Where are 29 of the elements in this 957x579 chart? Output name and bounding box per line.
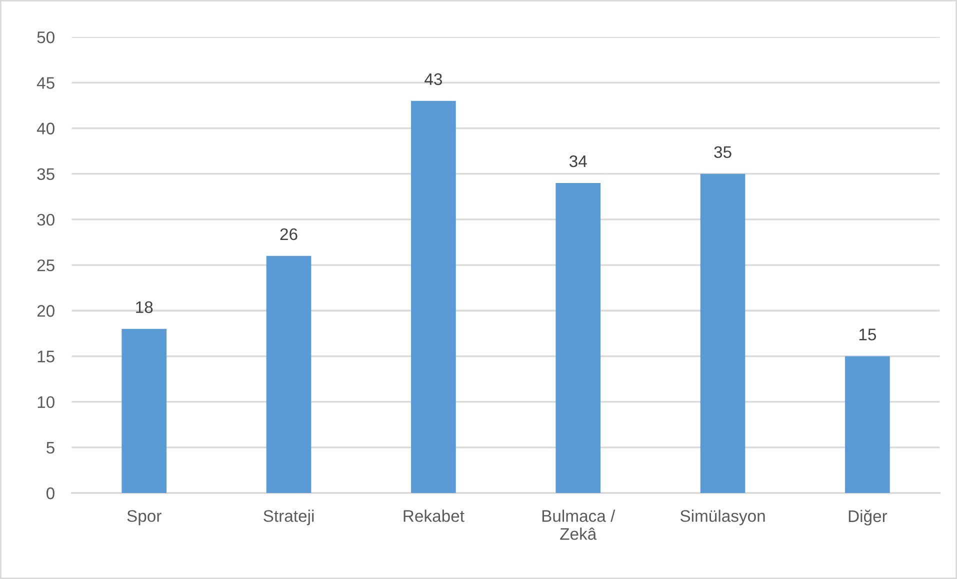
data-label: 35 [714,146,732,158]
bar [122,328,167,494]
y-tick-label: 0 [46,487,54,500]
y-tick-label: 20 [37,305,54,317]
bar [266,256,312,494]
y-tick-label: 15 [38,350,54,362]
x-tick-label: Spor [127,510,162,526]
y-tick-label: 30 [37,214,54,226]
x-tick-label: Strateji [264,510,314,526]
y-tick-label: 5 [46,442,54,454]
bar [700,174,746,494]
data-label: 15 [859,328,876,340]
y-tick-label: 40 [36,122,54,134]
data-label: 18 [136,301,153,314]
y-tick-label: 25 [37,259,54,272]
y-tick-label: 10 [38,396,54,408]
x-tick-label: Simülasyon [680,510,765,526]
data-label: 26 [280,228,298,240]
x-tick-label: Bulmaca / Zekâ [542,510,616,540]
bar [556,182,601,494]
x-tick-label: Diğer [848,510,888,526]
bar [411,100,456,494]
data-label: 43 [424,73,442,86]
data-label: 34 [569,155,587,168]
y-tick-label: 45 [36,77,54,89]
x-tick-label: Rekabet [404,510,464,522]
y-tick-label: 35 [37,168,54,180]
bar [845,356,890,494]
y-tick-label: 50 [37,31,54,44]
